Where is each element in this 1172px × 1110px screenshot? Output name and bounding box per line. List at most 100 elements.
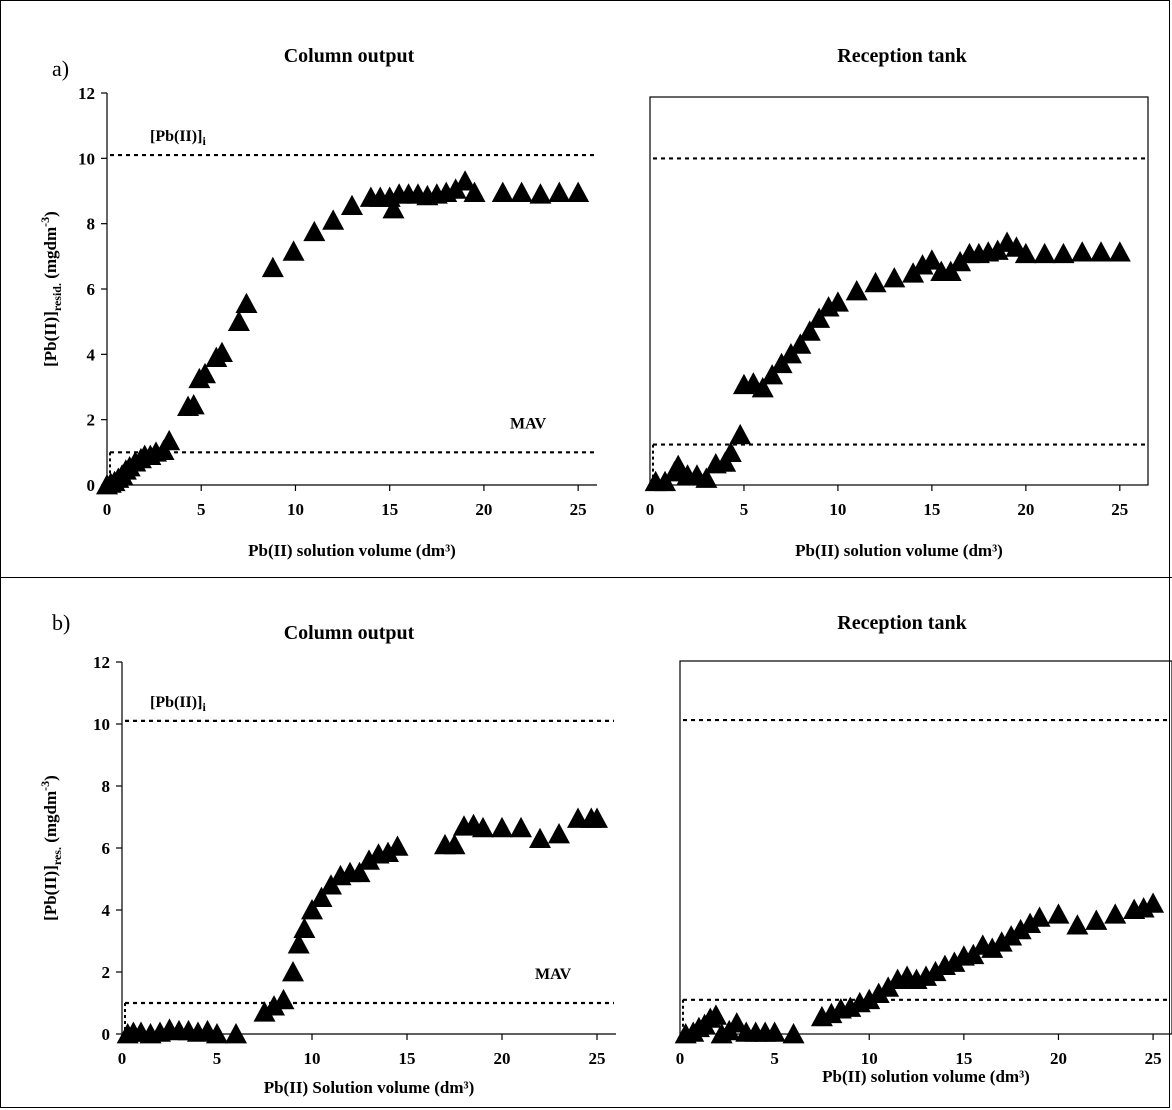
chart-4: Reception tank 0 5 10 15 20 25 Pb(II) solution … [674, 612, 1172, 1086]
data-point [1019, 912, 1042, 934]
x-tick-label: 0 [118, 1049, 127, 1068]
panel-label-b: b) [52, 610, 71, 635]
data-point [586, 807, 608, 828]
data-point [253, 1001, 276, 1022]
y-tick-label: 12 [78, 84, 95, 103]
chart-title: Column output [284, 622, 415, 644]
x-tick-label: 0 [646, 500, 655, 519]
plot-frame [679, 660, 1172, 1035]
data-point [761, 364, 784, 385]
data-point [1009, 918, 1032, 940]
data-point [310, 886, 333, 907]
x-tick-label: 15 [381, 500, 398, 519]
data-point [1108, 241, 1131, 262]
x-tick-label: 10 [861, 1049, 878, 1068]
data-point [751, 377, 774, 398]
data-point [883, 267, 906, 288]
data-point [510, 816, 532, 838]
x-tick-label: 5 [213, 1049, 222, 1068]
data-point [1066, 914, 1089, 935]
data-point [377, 841, 399, 862]
x-axis-label: Pb(II) solution volume (dm³) [795, 541, 1003, 560]
data-point [1014, 242, 1037, 264]
plot-frame [649, 96, 1149, 486]
data-point [1104, 903, 1127, 924]
x-tick-label: 20 [494, 1049, 511, 1068]
data-point [1033, 242, 1056, 264]
data-point [990, 931, 1013, 952]
mav-label: MAV [535, 966, 572, 983]
data-point [789, 333, 812, 354]
data-point [463, 181, 486, 202]
x-tick-label: 25 [1111, 500, 1128, 519]
x-tick-label: 15 [955, 1049, 972, 1068]
data-point [261, 256, 284, 278]
data-point [272, 988, 295, 1010]
data-point [1071, 241, 1094, 262]
data-point [858, 988, 881, 1010]
data-point [725, 1012, 748, 1033]
data-point [358, 849, 380, 870]
y-tick-label: 8 [87, 215, 96, 234]
data-point [225, 1023, 247, 1044]
data-point [529, 183, 552, 204]
data-point [454, 170, 477, 191]
data-point [235, 292, 258, 314]
initial-concentration-label: [Pb(II)]i [150, 694, 206, 714]
data-point [293, 917, 316, 938]
chart-title: Reception tank [837, 45, 967, 67]
data-point [924, 960, 947, 982]
data-point [287, 933, 310, 954]
chart-3: Column output 0 5 10 15 20 25 0 2 4 6 8 10 12 Pb(II) S… [38, 622, 616, 1097]
y-axis-label: [Pb(II)]resid. (mgdm-3) [38, 211, 64, 367]
data-point [845, 280, 868, 301]
x-tick-label: 10 [287, 500, 304, 519]
y-tick-label: 2 [87, 411, 96, 430]
y-tick-label: 6 [102, 839, 111, 858]
data-point [341, 194, 363, 216]
data-point [704, 1004, 727, 1025]
data-point [1028, 906, 1051, 927]
chart-title: Reception tank [837, 612, 967, 634]
data-point [386, 835, 409, 856]
chart-1: Column output 0 5 10 15 20 25 0 2 4 6 8 10 12 Pb(II) s… [38, 45, 597, 560]
data-point [943, 951, 966, 972]
x-tick-label: 20 [475, 500, 492, 519]
x-tick-label: 25 [1145, 1049, 1162, 1068]
y-tick-label: 12 [93, 653, 110, 672]
y-axis-label: [Pb(II)]res. (mgdm-3) [38, 775, 64, 921]
data-point [322, 209, 345, 230]
y-tick-label: 6 [87, 280, 96, 299]
data-point [719, 441, 742, 463]
y-tick-label: 0 [102, 1025, 111, 1044]
y-tick-label: 2 [102, 963, 111, 982]
x-tick-label: 25 [570, 500, 587, 519]
data-point [210, 341, 233, 363]
data-point [798, 320, 821, 341]
x-tick-label: 15 [399, 1049, 416, 1068]
data-point [1142, 892, 1165, 913]
initial-concentration-label: [Pb(II)]i [150, 128, 206, 148]
x-tick-label: 20 [1017, 500, 1034, 519]
x-tick-label: 20 [1050, 1049, 1067, 1068]
x-tick-label: 0 [103, 500, 112, 519]
mav-label: MAV [510, 415, 547, 432]
data-point [491, 816, 513, 838]
data-point [920, 249, 943, 270]
x-tick-label: 0 [676, 1049, 685, 1068]
data-point [194, 362, 216, 384]
y-tick-label: 4 [87, 345, 96, 364]
x-tick-label: 5 [770, 1049, 779, 1068]
y-tick-label: 4 [102, 901, 111, 920]
data-point [1000, 925, 1023, 946]
data-point [782, 1023, 805, 1044]
x-axis-label: Pb(II) Solution volume (dm³) [264, 1078, 475, 1097]
y-tick-label: 10 [93, 715, 110, 734]
data-point [1047, 903, 1070, 924]
data-point [510, 181, 533, 202]
data-point [667, 454, 690, 475]
panel-divider [0, 577, 1172, 578]
data-point [282, 961, 304, 982]
data-point [529, 827, 551, 849]
